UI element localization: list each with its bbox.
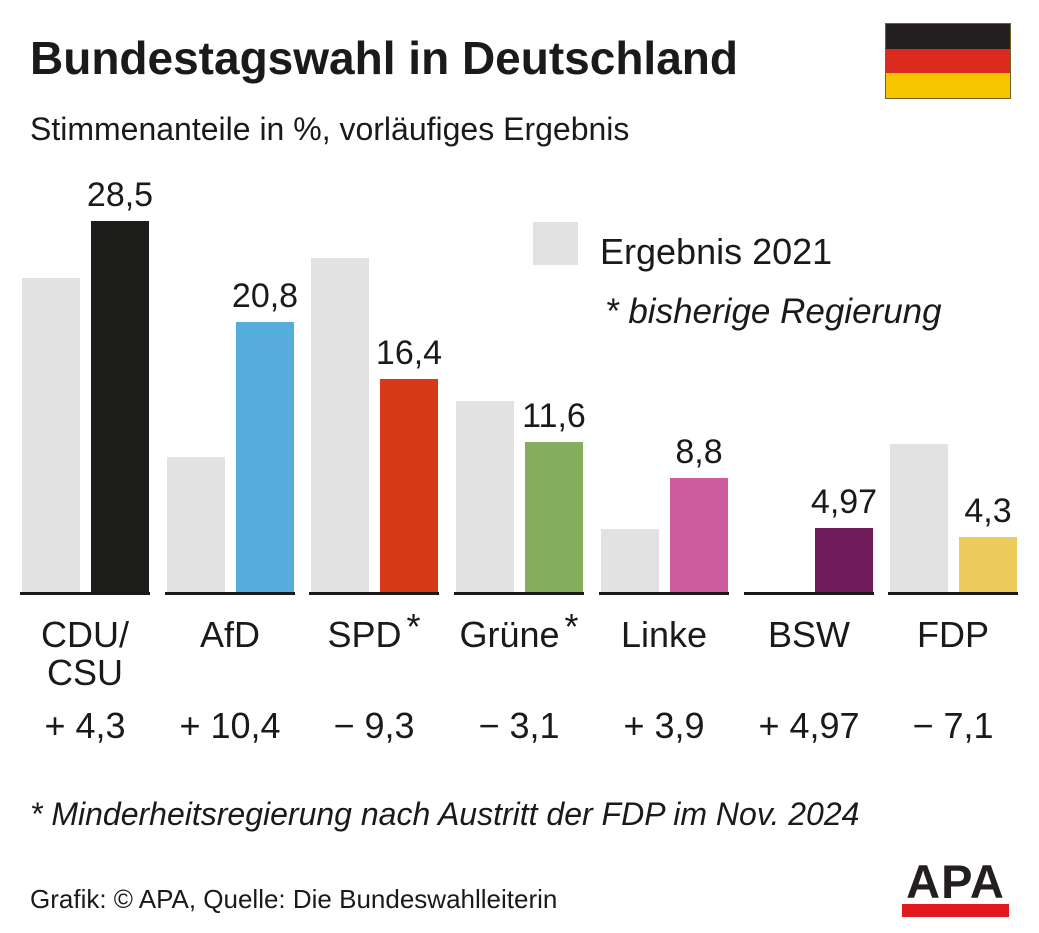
change-label-4: + 3,9 [623, 705, 705, 746]
bar-result-2 [380, 379, 438, 593]
axis-baseline-4 [599, 592, 729, 595]
flag-stripe-red [886, 48, 1010, 74]
bar-result-1 [236, 322, 294, 593]
axis-baseline-6 [888, 592, 1018, 595]
party-label-line: CDU/ [41, 614, 129, 655]
value-label-5: 4,97 [810, 483, 878, 521]
apa-logo: APA [902, 855, 1009, 917]
apa-logo-text: APA [906, 855, 1005, 908]
axis-baseline-3 [454, 592, 584, 595]
party-label-0: CDU/CSU [5, 616, 165, 692]
change-label-0: + 4,3 [44, 705, 126, 746]
value-label-1: 20,8 [231, 277, 299, 315]
flag-stripe-black [886, 24, 1010, 49]
value-label-2: 16,4 [375, 334, 443, 372]
bar-2021-2 [311, 258, 369, 593]
party-label-3: Grüne * [439, 606, 599, 655]
bar-result-3 [525, 442, 583, 593]
bar-result-5 [815, 528, 873, 593]
value-label-4: 8,8 [675, 433, 723, 471]
axis-baseline-5 [744, 592, 874, 595]
bar-2021-1 [167, 457, 225, 593]
bar-2021-4 [601, 529, 659, 593]
value-label-6: 4,3 [964, 492, 1012, 530]
footnote: * Minderheitsregierung nach Austritt der… [30, 796, 860, 832]
party-label-1: AfD [150, 616, 310, 654]
party-label-line: AfD [199, 614, 260, 655]
value-label-3: 11,6 [522, 397, 586, 435]
party-label-line: SPD * [327, 606, 421, 655]
bar-2021-0 [22, 278, 80, 593]
change-label-6: − 7,1 [912, 705, 994, 746]
party-label-line: Grüne * [459, 606, 579, 655]
change-label-3: − 3,1 [478, 705, 560, 746]
party-label-6: FDP [873, 616, 1033, 654]
bar-2021-6 [890, 444, 948, 593]
government-asterisk: * [564, 606, 579, 647]
bar-2021-3 [456, 401, 514, 593]
bar-result-0 [91, 221, 149, 593]
flag-stripe-gold [886, 73, 1010, 99]
credit-line: Grafik: © APA, Quelle: Die Bundeswahllei… [30, 884, 558, 914]
legend-note: * bisherige Regierung [605, 292, 942, 331]
party-label-line: CSU [46, 652, 123, 693]
page-title: Bundestagswahl in Deutschland [30, 32, 738, 84]
change-label-5: + 4,97 [758, 705, 860, 746]
party-label-line: FDP [917, 614, 989, 655]
axis-baseline-0 [20, 592, 150, 595]
axis-baseline-1 [165, 592, 295, 595]
party-label-5: BSW [729, 616, 889, 654]
bar-result-4 [670, 478, 728, 593]
party-label-line: BSW [767, 614, 850, 655]
change-label-1: + 10,4 [179, 705, 281, 746]
apa-logo-red-bar [902, 904, 1009, 917]
bar-result-6 [959, 537, 1017, 593]
government-asterisk: * [406, 606, 421, 647]
chart-subtitle: Stimmenanteile in %, vorläufiges Ergebni… [30, 111, 630, 147]
germany-flag-icon [885, 23, 1011, 99]
party-label-4: Linke [584, 616, 744, 654]
axis-baseline-2 [309, 592, 439, 595]
legend-label: Ergebnis 2021 [600, 231, 833, 272]
party-label-line: Linke [620, 614, 708, 655]
party-label-2: SPD * [294, 606, 454, 655]
change-label-2: − 9,3 [333, 705, 415, 746]
legend-swatch-2021 [533, 222, 578, 265]
value-label-0: 28,5 [86, 176, 154, 214]
